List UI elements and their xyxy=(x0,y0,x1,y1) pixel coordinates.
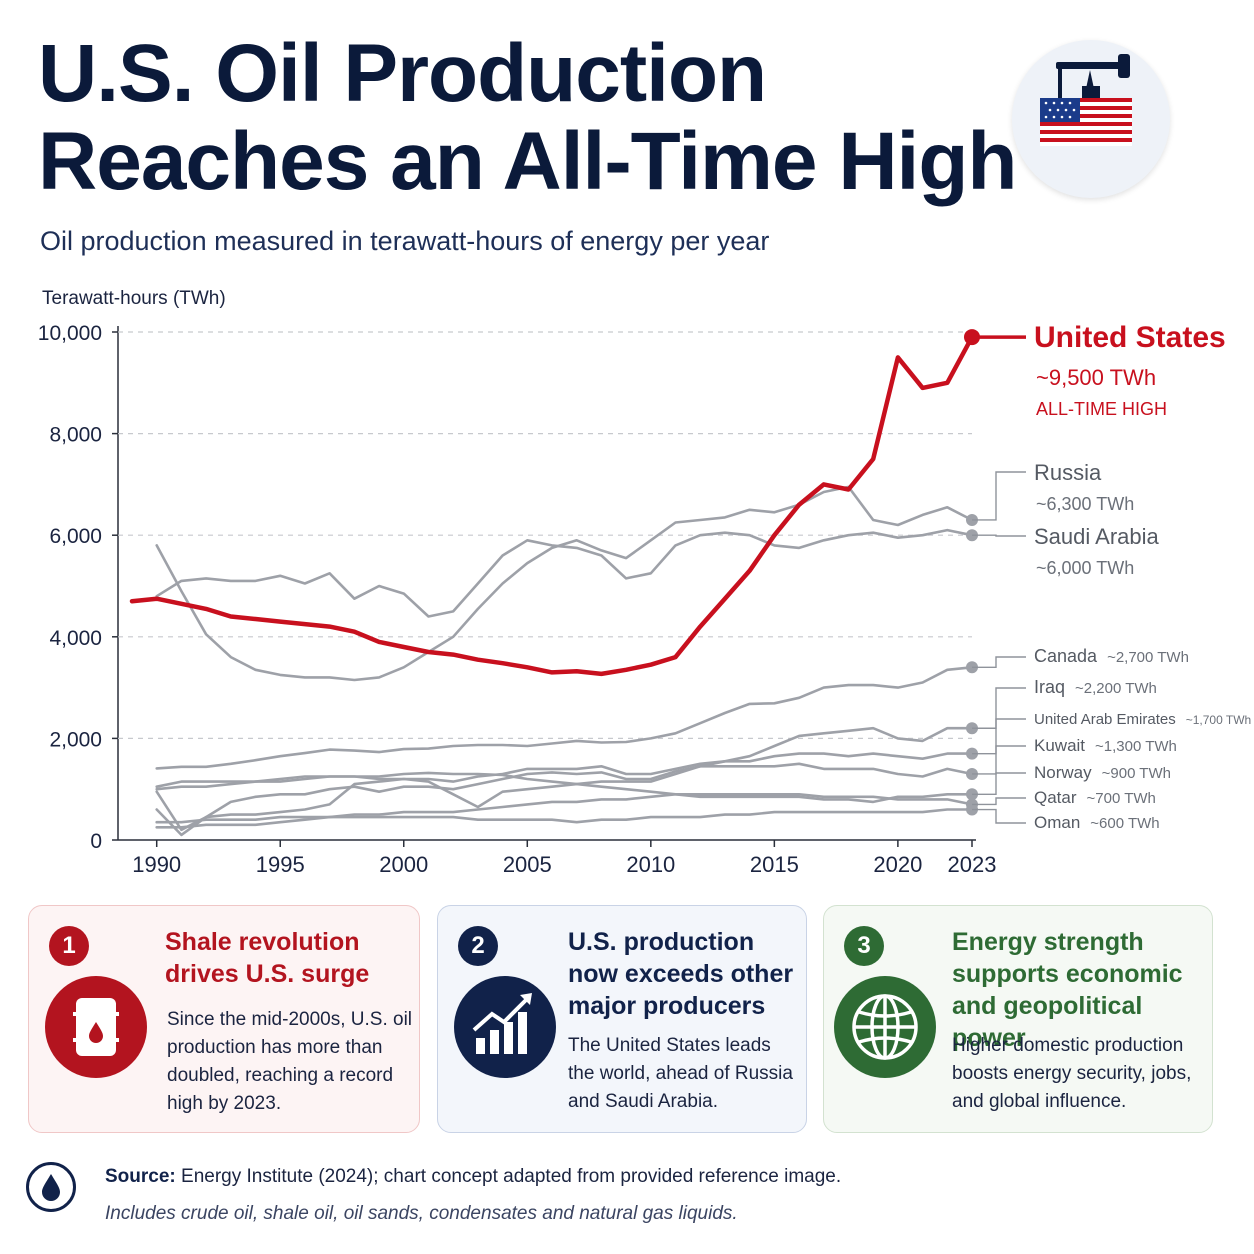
card-text: Since the mid-2000s, U.S. oil production… xyxy=(167,1009,413,1114)
x-tick-label: 1990 xyxy=(132,852,181,877)
page-subtitle: Oil production measured in terawatt-hour… xyxy=(40,226,770,256)
series-label-kuwait: Kuwait xyxy=(1034,736,1085,755)
card-us-exceeds: 2 U.S. production now exceeds other majo… xyxy=(437,905,807,1133)
line-chart: Terawatt-hours (TWh) 0 2,000 4,000 6,000 8,0… xyxy=(38,288,1251,877)
y-axis-label: Terawatt-hours (TWh) xyxy=(42,288,226,309)
y-tick-label: 8,000 xyxy=(49,424,102,447)
y-tick-label: 10,000 xyxy=(38,322,102,345)
series-value-qatar: ~700 TWh xyxy=(1087,790,1156,807)
series-line-canada xyxy=(155,666,974,770)
y-tick-label: 2,000 xyxy=(49,728,102,751)
oil-drop-icon xyxy=(26,1162,76,1212)
series-line-saudi-arabia xyxy=(155,528,974,618)
label-connector xyxy=(972,718,1026,755)
source-label: Source: xyxy=(105,1166,176,1187)
series-value-oman: ~600 TWh xyxy=(1090,815,1159,832)
label-connector xyxy=(972,687,1026,729)
source-line: Source: Energy Institute (2024); chart c… xyxy=(105,1166,841,1188)
label-connector xyxy=(972,808,1026,824)
y-tick-label: 6,000 xyxy=(49,525,102,548)
x-tick-label: 2023 xyxy=(948,852,997,877)
series-line-kuwait xyxy=(155,762,974,837)
series-label-norway: Norway xyxy=(1034,763,1092,782)
y-tick-label: 4,000 xyxy=(49,627,102,650)
x-tick-label: 1995 xyxy=(256,852,305,877)
series-value-us: ~9,500 TWh xyxy=(1036,365,1156,390)
y-tick-label: 0 xyxy=(90,830,102,853)
card-title: Shale revolution drives U.S. surge xyxy=(165,928,370,988)
x-tick-label: 2020 xyxy=(873,852,922,877)
series-value-norway: ~900 TWh xyxy=(1102,765,1171,782)
series-label-saudi-arabia: Saudi Arabia xyxy=(1034,524,1160,549)
globe-icon xyxy=(834,976,936,1078)
series-line-oman xyxy=(155,808,974,824)
series-label-us: United States xyxy=(1034,321,1226,354)
series-line-united-arab-emirates xyxy=(155,752,974,788)
oil-pump-us-flag-icon xyxy=(1012,40,1170,198)
growth-chart-icon xyxy=(454,976,556,1078)
series-value-united-arab-emirates: ~1,700 TWh xyxy=(1186,713,1251,727)
page-title: U.S. Oil Production Reaches an All-Time … xyxy=(38,28,1018,207)
card-energy-strength: 3 Energy strength supports economic and … xyxy=(823,905,1213,1133)
series-line-united-states xyxy=(129,334,975,677)
card-number-badge: 3 xyxy=(844,926,884,966)
card-title: U.S. production now exceeds other major … xyxy=(568,928,794,1020)
series-label-united-arab-emirates: United Arab Emirates xyxy=(1034,711,1176,728)
card-number-badge: 1 xyxy=(49,926,89,966)
x-tick-label: 2005 xyxy=(503,852,552,877)
series-value-saudi-arabia: ~6,000 TWh xyxy=(1036,558,1134,578)
series-line-qatar xyxy=(155,793,974,829)
label-connector xyxy=(972,797,1026,806)
footnote: Includes crude oil, shale oil, oil sands… xyxy=(105,1203,738,1224)
series-label-canada: Canada xyxy=(1034,646,1098,666)
x-tick-label: 2015 xyxy=(750,852,799,877)
card-number-badge: 2 xyxy=(458,926,498,966)
series-label-iraq: Iraq xyxy=(1034,677,1065,697)
x-tick-label: 2000 xyxy=(379,852,428,877)
series-label-oman: Oman xyxy=(1034,813,1080,832)
series-line-russia xyxy=(155,485,974,682)
series-label-qatar: Qatar xyxy=(1034,788,1077,807)
label-connector xyxy=(972,656,1026,668)
card-title: Energy strength supports economic and ge… xyxy=(952,928,1183,1052)
series-value-russia: ~6,300 TWh xyxy=(1036,494,1134,514)
label-connector xyxy=(972,471,1026,521)
label-connector xyxy=(972,745,1026,775)
card-text: The United States leads the world, ahead… xyxy=(568,1035,793,1112)
series-value-kuwait: ~1,300 TWh xyxy=(1095,738,1177,755)
x-tick-label: 2010 xyxy=(626,852,675,877)
card-text: Higher domestic production boosts energy… xyxy=(952,1035,1192,1112)
oil-barrel-icon xyxy=(45,976,147,1078)
series-value-canada: ~2,700 TWh xyxy=(1107,649,1189,666)
series-value-iraq: ~2,200 TWh xyxy=(1075,680,1157,697)
label-connector xyxy=(972,534,1026,537)
series-line-norway xyxy=(155,771,974,804)
source-text: Energy Institute (2024); chart concept a… xyxy=(181,1166,842,1187)
series-line-iraq xyxy=(155,726,974,832)
series-label-russia: Russia xyxy=(1034,460,1102,485)
card-shale-revolution: 1 Shale revolution drives U.S. surge Sin… xyxy=(28,905,420,1133)
all-time-high-annotation: ALL-TIME HIGH xyxy=(1036,399,1167,419)
label-connector xyxy=(972,772,1026,795)
